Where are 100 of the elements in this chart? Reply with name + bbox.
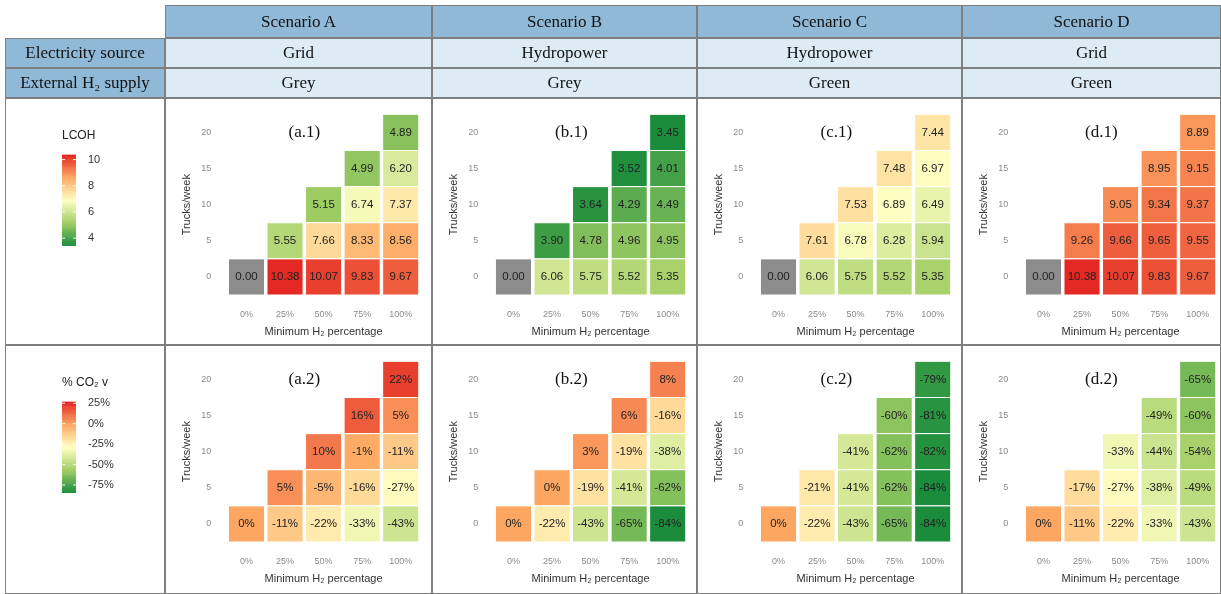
- data-label: 7.44: [921, 125, 945, 138]
- text: Grid: [962, 38, 1221, 68]
- data-label: 7.37: [389, 197, 412, 210]
- x-tick-label: 75%: [353, 308, 372, 319]
- text: (b.2): [555, 368, 588, 388]
- y-tick-label: 15: [201, 410, 212, 421]
- x-tick-label: 100%: [1186, 555, 1210, 566]
- data-label: -65%: [1184, 372, 1212, 385]
- data-label: -49%: [1184, 480, 1212, 493]
- data-label: 5.35: [921, 270, 944, 283]
- text: (c.1): [820, 121, 853, 141]
- text: 0.00: [1032, 270, 1055, 283]
- data-label: 5.75: [579, 270, 602, 283]
- color-bar-label: -25%: [88, 437, 114, 450]
- data-label: 5.52: [617, 270, 641, 283]
- data-label: 16%: [350, 408, 374, 421]
- data-label: -43%: [842, 517, 870, 530]
- data-label: 6.78: [844, 233, 867, 246]
- data-label: 10.07: [1106, 270, 1135, 283]
- data-label: 5%: [392, 408, 410, 421]
- data-label: 5.55: [273, 233, 297, 246]
- y-tick-label: 5: [1003, 235, 1009, 246]
- x-tick-label: 0%: [239, 308, 253, 319]
- y-tick-label: 20: [733, 126, 744, 137]
- x-tick-label: 50%: [581, 308, 600, 319]
- data-label: -84%: [919, 517, 947, 530]
- color-bar-label: 8: [88, 178, 95, 191]
- data-label: -1%: [351, 444, 373, 457]
- x-tick-label: 75%: [620, 555, 639, 566]
- x-tick-label: 0%: [1036, 555, 1050, 566]
- x-tick-label: 0%: [1036, 308, 1050, 319]
- data-label: 4.89: [389, 125, 412, 138]
- y-tick-label: 10: [201, 446, 212, 457]
- data-label: -11%: [272, 517, 299, 530]
- data-label: 9.83: [350, 270, 374, 283]
- y-tick-label: 0: [738, 271, 744, 282]
- text: (a.2): [288, 368, 321, 388]
- x-tick-label: 0%: [239, 555, 253, 566]
- data-label: -44%: [1145, 444, 1173, 457]
- data-label: 9.34: [1147, 197, 1171, 210]
- data-label: 5%: [276, 480, 294, 493]
- y-axis-title: Trucks/week: [976, 420, 989, 483]
- data-label: -33%: [348, 517, 376, 530]
- x-tick-label: 100%: [656, 555, 680, 566]
- data-label: -16%: [654, 408, 682, 421]
- data-label: 3.52: [617, 161, 641, 174]
- data-label: 3.90: [540, 233, 564, 246]
- text: 0.00: [767, 270, 790, 283]
- data-label: 5.35: [656, 270, 679, 283]
- color-bar-label: -50%: [88, 457, 114, 470]
- color-bar-title: % CO₂ v: [62, 375, 108, 389]
- data-label: 9.65: [1147, 233, 1171, 246]
- data-label: -43%: [387, 517, 415, 530]
- x-tick-label: 100%: [1186, 308, 1210, 319]
- y-tick-label: 20: [201, 126, 212, 137]
- y-tick-label: 5: [738, 235, 744, 246]
- data-label: -22%: [1107, 517, 1135, 530]
- data-label: -22%: [538, 517, 566, 530]
- x-tick-label: 0%: [506, 555, 520, 566]
- text: (c.2): [820, 368, 853, 388]
- x-tick-label: 25%: [543, 308, 562, 319]
- text: (a.1): [288, 121, 321, 141]
- y-tick-label: 0: [473, 271, 479, 282]
- data-label: 7.48: [882, 161, 906, 174]
- data-label: 5.52: [882, 270, 906, 283]
- data-label: 6.06: [805, 270, 829, 283]
- data-label: 9.67: [389, 270, 412, 283]
- data-label: 0%: [238, 517, 255, 530]
- data-label: 8.56: [389, 233, 412, 246]
- data-label: 7.61: [805, 233, 829, 246]
- x-axis-title: Minimum H₂ percentage: [531, 572, 650, 585]
- data-label: 0%: [1035, 517, 1052, 530]
- y-tick-label: 0: [206, 271, 212, 282]
- data-label: 6.97: [921, 161, 944, 174]
- data-label: -43%: [1184, 517, 1212, 530]
- data-label: -11%: [1069, 517, 1096, 530]
- x-axis-title: Minimum H₂ percentage: [796, 572, 915, 585]
- data-label: 9.15: [1186, 161, 1209, 174]
- data-label: 10.38: [1067, 270, 1097, 283]
- data-label: 8.89: [1186, 125, 1209, 138]
- data-label: -62%: [654, 480, 682, 493]
- data-label: -38%: [654, 444, 682, 457]
- y-tick-label: 15: [998, 163, 1009, 174]
- text: Electricity source: [5, 38, 165, 68]
- y-tick-label: 20: [468, 126, 479, 137]
- data-label: -19%: [615, 444, 643, 457]
- data-label: 6.74: [350, 197, 374, 210]
- data-label: 3.45: [656, 125, 679, 138]
- data-label: -27%: [387, 480, 415, 493]
- data-label: -60%: [1184, 408, 1212, 421]
- data-label: -41%: [842, 480, 870, 493]
- y-tick-label: 20: [998, 126, 1009, 137]
- y-tick-label: 0: [738, 518, 744, 529]
- x-tick-label: 75%: [1150, 308, 1169, 319]
- x-tick-label: 100%: [921, 308, 945, 319]
- text: 0.00: [502, 270, 525, 283]
- y-tick-label: 0: [1003, 271, 1009, 282]
- data-label: 8%: [659, 372, 677, 385]
- data-label: 9.37: [1186, 197, 1209, 210]
- data-label: -79%: [919, 372, 947, 385]
